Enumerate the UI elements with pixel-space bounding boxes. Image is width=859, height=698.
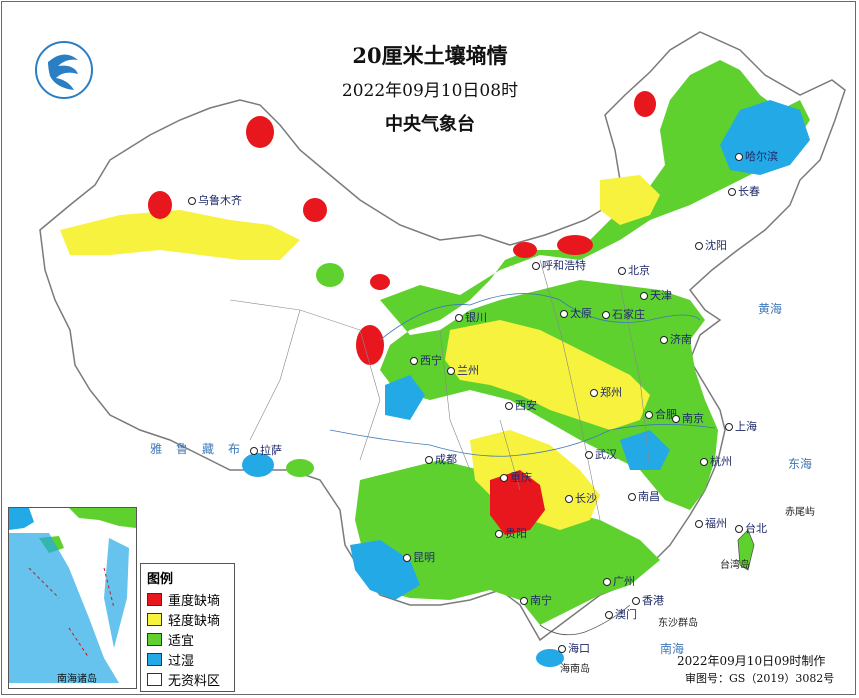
region-light-drought-4 xyxy=(60,210,300,260)
city-changchun: 长春 xyxy=(728,183,760,199)
legend-item-wet: 过湿 xyxy=(147,649,234,669)
city-chengdu: 成都 xyxy=(425,451,457,467)
sea-yellow: 黄海 xyxy=(758,302,783,316)
cma-logo-icon xyxy=(35,41,93,99)
map-datetime: 2022年09月10日08时 xyxy=(341,81,519,101)
city-fuzhou: 福州 xyxy=(695,515,727,531)
city-urumqi: 乌鲁木齐 xyxy=(188,192,242,208)
region-severe-north xyxy=(557,235,593,255)
legend-item-suitable: 适宜 xyxy=(147,629,234,649)
region-suitable-qaidam xyxy=(316,263,344,287)
city-taiyuan: 太原 xyxy=(560,305,592,321)
city-hefei: 合肥 xyxy=(645,406,677,422)
region-suitable-tibet xyxy=(286,459,314,477)
city-guangzhou: 广州 xyxy=(603,573,635,589)
region-light-drought-3 xyxy=(600,175,660,225)
city-beijing: 北京 xyxy=(618,262,650,278)
region-yarlung: 雅鲁藏布 xyxy=(150,442,255,456)
south-china-sea-inset: 南海诸岛 xyxy=(8,507,137,689)
legend-swatch-red xyxy=(147,592,162,606)
region-suitable xyxy=(380,60,810,510)
city-hohhot: 呼和浩特 xyxy=(532,257,586,273)
city-nanchang: 南昌 xyxy=(628,488,660,504)
yangtze-river xyxy=(329,424,716,457)
region-wet-southwest xyxy=(350,540,420,600)
city-lhasa: 拉萨 xyxy=(250,442,282,458)
legend-item-light: 轻度缺墒 xyxy=(147,609,234,629)
city-xian: 西安 xyxy=(505,397,537,413)
city-guiyang: 贵阳 xyxy=(495,525,527,541)
city-harbin: 哈尔滨 xyxy=(735,148,778,164)
region-wet-lhasa xyxy=(242,453,274,477)
legend-swatch-white xyxy=(147,672,162,686)
region-severe-xinjiang-w xyxy=(148,191,172,219)
region-severe-gansu xyxy=(370,274,390,290)
region-wet-east xyxy=(620,430,670,470)
region-taiwan-island: 台湾岛 xyxy=(720,560,750,571)
region-suitable-south xyxy=(355,460,660,625)
region-wet-center xyxy=(385,375,425,420)
legend: 图例 重度缺墒 轻度缺墒 适宜 过湿 无资料区 xyxy=(140,563,235,692)
city-kunming: 昆明 xyxy=(403,549,435,565)
city-wuhan: 武汉 xyxy=(585,446,617,462)
province-borders xyxy=(229,259,651,521)
footer-review: 审图号：GS（2019）3082号 xyxy=(685,672,835,685)
map-issuer: 中央气象台 xyxy=(385,114,475,135)
city-nanning: 南宁 xyxy=(520,592,552,608)
legend-item-severe: 重度缺墒 xyxy=(147,589,234,609)
region-wet-hainan xyxy=(536,649,564,667)
city-haikou: 海口 xyxy=(558,640,590,656)
city-hongkong: 香港 xyxy=(632,592,664,608)
sea-east: 东海 xyxy=(788,457,813,471)
legend-swatch-green xyxy=(147,632,162,646)
south-coast xyxy=(539,604,631,636)
city-shijiazhuang: 石家庄 xyxy=(602,306,645,322)
region-chiwei: 赤尾屿 xyxy=(785,507,815,518)
region-severe-xinjiang-n xyxy=(246,116,274,148)
inset-map xyxy=(9,508,136,688)
map-title: 20厘米土壤墒情 xyxy=(352,43,508,68)
city-shanghai: 上海 xyxy=(725,418,757,434)
sea-area xyxy=(700,240,850,640)
region-dongsha: 东沙群岛 xyxy=(658,618,698,629)
city-tianjin: 天津 xyxy=(640,287,672,303)
region-severe-qinghai xyxy=(356,325,384,365)
legend-item-nodata: 无资料区 xyxy=(147,669,234,689)
taiwan xyxy=(737,529,755,571)
sea-south: 南海 xyxy=(660,642,685,656)
region-hainan: 海南岛 xyxy=(560,664,590,675)
legend-swatch-yellow xyxy=(147,612,162,626)
city-macau: 澳门 xyxy=(605,606,637,622)
city-shenyang: 沈阳 xyxy=(695,237,727,253)
city-lanzhou: 兰州 xyxy=(447,362,479,378)
city-zhengzhou: 郑州 xyxy=(590,384,622,400)
legend-swatch-blue xyxy=(147,652,162,666)
city-changsha: 长沙 xyxy=(565,490,597,506)
city-nanjing: 南京 xyxy=(672,410,704,426)
region-severe-guizhou xyxy=(490,470,545,535)
city-hangzhou: 杭州 xyxy=(700,453,732,469)
city-xining: 西宁 xyxy=(410,352,442,368)
yellow-river xyxy=(379,293,701,341)
city-chongqing: 重庆 xyxy=(500,469,532,485)
region-light-drought xyxy=(445,320,650,430)
region-severe-xinjiang-e xyxy=(303,198,327,222)
city-jinan: 济南 xyxy=(660,331,692,347)
city-taipei: 台北 xyxy=(735,520,767,536)
city-yinchuan: 银川 xyxy=(455,309,487,325)
inset-label: 南海诸岛 xyxy=(57,674,97,685)
footer-made: 2022年09月10日09时制作 xyxy=(677,654,826,668)
region-severe-nemongol xyxy=(634,91,656,117)
legend-title: 图例 xyxy=(147,572,174,587)
region-severe-north-2 xyxy=(513,242,537,258)
